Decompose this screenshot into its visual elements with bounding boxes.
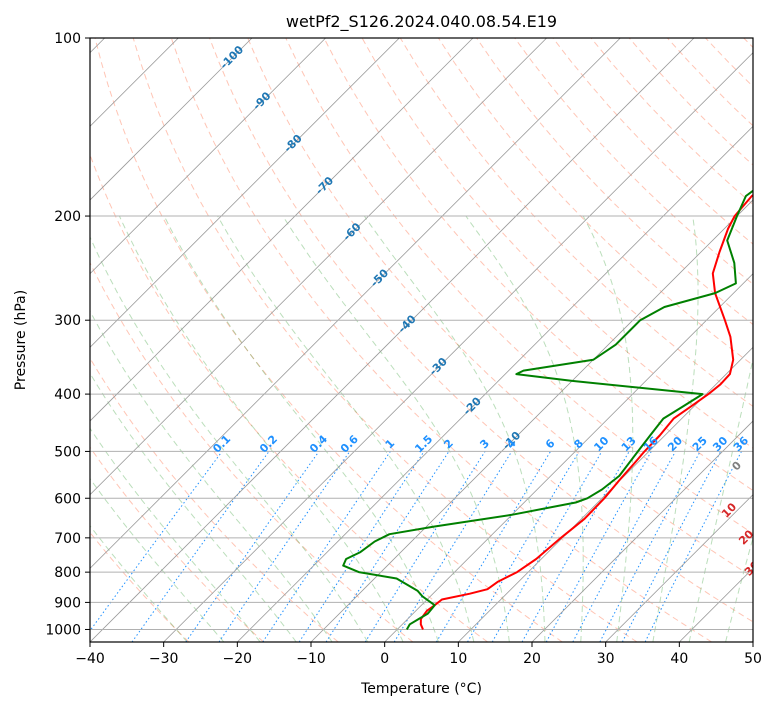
mixing-ratio-line — [621, 451, 722, 642]
mixing-ratio-line — [393, 451, 513, 642]
y-axis-label: Pressure (hPa) — [13, 290, 29, 390]
moist-adiabat-line — [163, 215, 439, 642]
x-tick-label: 50 — [744, 651, 762, 667]
dry-adiabat-line — [90, 357, 339, 642]
dewpoint-profile-line — [342, 189, 753, 630]
dry-adiabat-line — [132, 38, 638, 642]
x-tick-label: −10 — [296, 651, 326, 667]
isotherm-line — [90, 38, 326, 275]
moist-adiabat-line — [90, 477, 225, 642]
isotherm-line — [458, 346, 753, 642]
mixing-ratio-line — [262, 451, 391, 642]
moist-adiabat-line — [582, 215, 634, 642]
y-tick-label: 900 — [54, 595, 81, 611]
isotherm-line — [90, 38, 400, 348]
isotherm-line — [384, 273, 753, 642]
moist-adiabat-line — [118, 215, 404, 642]
moist-adiabat-line — [90, 235, 369, 642]
moist-adiabat-label: 40 — [761, 583, 775, 603]
y-tick-label: 300 — [54, 313, 81, 329]
x-tick-label: 20 — [523, 651, 541, 667]
mixing-ratio-line — [325, 451, 450, 642]
moist-adiabat-line — [465, 215, 584, 642]
isotherm-line — [90, 38, 253, 201]
isotherm-line — [531, 420, 753, 642]
x-tick-label: −20 — [223, 651, 253, 667]
dry-adiabat-line — [323, 38, 753, 492]
axis-ticks: −40 −30 −20 −10 0 10 20 30 40 50 1000 900 800 700 600 5… — [45, 31, 762, 667]
isotherm-line — [310, 199, 753, 642]
y-tick-label: 100 — [54, 31, 81, 47]
isotherm-line — [605, 494, 753, 642]
isotherm-line — [237, 125, 753, 642]
moist-adiabat-line — [90, 372, 297, 642]
dry-adiabat-line — [285, 38, 753, 535]
x-tick-label: 40 — [670, 651, 688, 667]
plot-area-background — [90, 38, 753, 642]
x-tick-label: 10 — [449, 651, 467, 667]
dry-adiabat-line — [94, 38, 563, 642]
mixing-ratio-line — [521, 451, 630, 642]
x-tick-label: −30 — [149, 651, 179, 667]
background-lines — [90, 38, 753, 642]
mixing-ratio-line — [545, 451, 652, 642]
y-tick-label: 700 — [54, 531, 81, 547]
isotherm-line — [90, 38, 474, 422]
temperature-profile-line — [419, 194, 753, 630]
mixing-ratio-line — [298, 451, 425, 642]
dry-adiabat-line — [90, 261, 414, 642]
y-tick-label: 200 — [54, 209, 81, 225]
isotherm-line — [90, 38, 695, 642]
chart-title: wetPf2_S126.2024.040.08.54.E19 — [286, 12, 557, 32]
y-tick-label: 1000 — [45, 622, 81, 638]
y-tick-label: 800 — [54, 565, 81, 581]
mixing-ratio-line — [185, 451, 320, 642]
moist-adiabat-line — [90, 427, 261, 642]
mixing-ratio-line — [572, 451, 676, 642]
x-tick-label: 0 — [380, 651, 389, 667]
dry-adiabat-line — [170, 38, 712, 642]
plot-frame — [89, 37, 754, 643]
x-axis-label: Temperature (°C) — [360, 681, 482, 697]
mixing-ratio-line — [218, 451, 351, 642]
isotherm-line — [163, 52, 753, 642]
dry-adiabat-line — [247, 38, 753, 578]
profile-lines — [342, 189, 753, 630]
x-tick-label: −40 — [75, 651, 105, 667]
mixing-ratio-line — [644, 451, 742, 642]
moist-adiabat-line — [652, 215, 699, 642]
y-tick-label: 600 — [54, 491, 81, 507]
y-tick-label: 500 — [54, 444, 81, 460]
mixing-ratio-line — [90, 451, 223, 632]
y-tick-label: 400 — [54, 387, 81, 403]
moist-adiabat-line — [217, 215, 475, 642]
isotherm-line — [752, 641, 753, 642]
dry-adiabat-line — [209, 38, 753, 623]
moist-adiabat-line — [90, 310, 333, 642]
isotherm-line — [90, 38, 621, 569]
x-tick-label: 30 — [597, 651, 615, 667]
moist-adiabat-line — [363, 215, 546, 642]
moist-adiabat-label: 30 — [742, 558, 762, 578]
dry-adiabat-line — [90, 446, 264, 642]
dry-adiabat-line — [476, 38, 753, 326]
moist-adiabat-line — [282, 215, 510, 642]
dry-adiabat-line — [514, 38, 753, 285]
isotherm-line — [90, 38, 547, 496]
